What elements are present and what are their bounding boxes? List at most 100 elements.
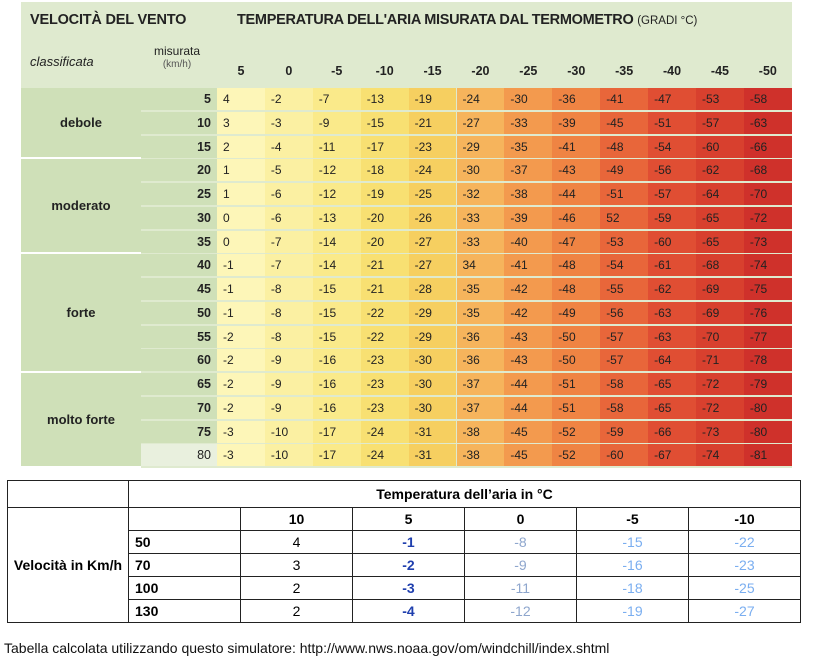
wind-chill-cell: -24: [408, 159, 457, 182]
wind-chill-cell: -7: [264, 254, 313, 277]
calculated-header: Temperatura dell’aria in °C: [128, 480, 801, 508]
wind-chill-cell: -13: [360, 88, 409, 110]
wind-chill-cell: -36: [456, 325, 505, 348]
wind-chill-cell: -23: [360, 396, 409, 419]
wind-chill-cell: -52: [552, 420, 601, 443]
wind-chill-cell: -33: [456, 230, 505, 253]
wind-chill-cell: -64: [648, 349, 696, 372]
wind-chill-cell: -60: [600, 444, 649, 467]
wind-chill-cell: -10: [264, 444, 313, 467]
wind-chill-cell: -15: [312, 301, 361, 324]
temperature-unit: (GRADI °C): [637, 15, 698, 27]
wind-chill-cell: -21: [408, 111, 457, 134]
wind-chill-cell: -47: [552, 230, 601, 253]
wind-chill-cell: -64: [696, 183, 744, 205]
temperature-header: -5: [331, 64, 343, 78]
wind-chill-cell: -20: [360, 230, 409, 253]
wind-chill-cell: -39: [552, 111, 601, 134]
wind-chill-cell: -77: [743, 325, 792, 348]
wind-chill-cell: -6: [264, 206, 313, 229]
wind-chill-cell: -27: [456, 111, 505, 134]
wind-chill-cell: -57: [600, 325, 649, 348]
wind-chill-cell: -47: [648, 88, 696, 110]
wind-chill-cell: -65: [648, 396, 696, 419]
wind-chill-cell: -8: [264, 278, 313, 300]
wind-chill-cell: -68: [696, 254, 744, 277]
wind-chill-cell: -42: [504, 301, 553, 324]
value-cell: -1: [352, 530, 465, 554]
wind-chill-cell: -2: [217, 349, 265, 372]
wind-chill-cell: -7: [312, 88, 361, 110]
table-row: 100 2 -3 -11 -18 -25: [8, 576, 801, 600]
value-cell: -3: [352, 576, 465, 600]
wind-chill-cell: -37: [504, 159, 553, 182]
wind-chill-cell: -72: [696, 373, 744, 395]
wind-chill-cell: -30: [504, 88, 553, 110]
wind-chill-cell: -53: [600, 230, 649, 253]
wind-chill-cell: -81: [743, 444, 792, 467]
wind-chill-cell: -54: [600, 254, 649, 277]
wind-chill-cell: -2: [217, 325, 265, 348]
wind-chill-cell: -37: [456, 373, 505, 395]
wind-chill-cell: -23: [408, 135, 457, 158]
speed-cell: 50: [128, 530, 241, 554]
wind-chill-cell: -13: [312, 206, 361, 229]
wind-chill-cell: -1: [217, 278, 265, 300]
empty-header-cell: [128, 507, 241, 531]
wind-chill-cell: -50: [552, 325, 601, 348]
wind-chill-cell: -48: [600, 135, 649, 158]
wind-chill-cell: -18: [360, 159, 409, 182]
value-cell: -15: [576, 530, 689, 554]
value-cell: -27: [688, 599, 801, 623]
wind-speed-cell: 80: [141, 444, 217, 467]
temp-header: -10: [688, 507, 801, 531]
wind-chill-cell: -9: [264, 396, 313, 419]
wind-chill-cell: -36: [552, 88, 601, 110]
wind-chill-cell: -23: [360, 349, 409, 372]
wind-chill-cell: -19: [408, 88, 457, 110]
wind-chill-cell: -17: [360, 135, 409, 158]
wind-chill-cell: -38: [504, 183, 553, 205]
wind-chill-cell: -6: [264, 183, 313, 205]
wind-chill-cell: -78: [743, 349, 792, 372]
value-cell: -12: [464, 599, 577, 623]
wind-chill-cell: -63: [743, 111, 792, 134]
wind-chill-cell: -44: [504, 373, 553, 395]
wind-category-label: debole: [21, 88, 141, 160]
wind-chill-cell: 52: [600, 206, 649, 229]
temperature-header: -25: [519, 64, 538, 78]
temperature-header: -30: [567, 64, 586, 78]
wind-chill-cell: -24: [456, 88, 505, 110]
temperature-header: 0: [285, 64, 293, 78]
wind-chill-cell: -31: [408, 444, 457, 467]
value-cell: -2: [352, 553, 465, 577]
wind-chill-cell: -63: [648, 325, 696, 348]
wind-chill-cell: -70: [696, 325, 744, 348]
wind-chill-cell: -30: [456, 159, 505, 182]
wind-chill-cell: -9: [264, 373, 313, 395]
value-cell: -11: [464, 576, 577, 600]
wind-chill-cell: -31: [408, 420, 457, 443]
wind-chill-cell: -45: [600, 111, 649, 134]
wind-chill-cell: -41: [552, 135, 601, 158]
wind-chill-cell: -16: [312, 349, 361, 372]
wind-chill-cell: -1: [217, 301, 265, 324]
wind-chill-cell: -55: [600, 278, 649, 300]
value-cell: -8: [464, 530, 577, 554]
wind-chill-cell: -14: [312, 230, 361, 253]
wind-chill-cell: -44: [552, 183, 601, 205]
wind-speed-cell: 35: [141, 230, 217, 253]
wind-chill-cell: -35: [456, 301, 505, 324]
wind-chill-cell: -43: [504, 349, 553, 372]
temperature-header: -15: [423, 64, 442, 78]
wind-chill-cell: -3: [217, 420, 265, 443]
value-cell: 2: [240, 599, 353, 623]
wind-chill-cell: -74: [743, 254, 792, 277]
wind-chill-cell: -73: [696, 420, 744, 443]
wind-chill-cell: -41: [600, 88, 649, 110]
wind-chill-cell: -61: [648, 254, 696, 277]
wind-chill-cell: -24: [360, 420, 409, 443]
temperature-header: -20: [471, 64, 490, 78]
value-cell: -23: [688, 553, 801, 577]
wind-chill-cell: 1: [217, 183, 265, 205]
